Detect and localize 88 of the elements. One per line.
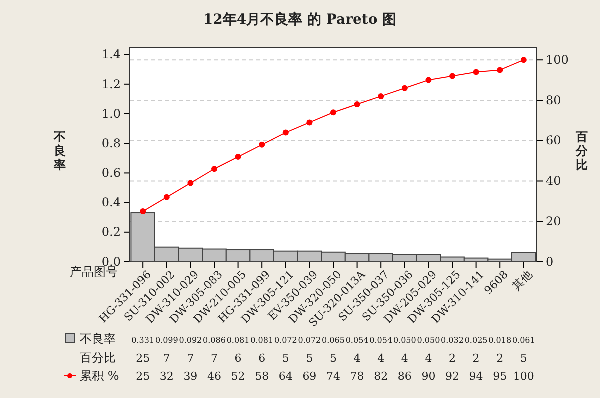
point: [140, 208, 146, 215]
data-label: 0.065: [322, 336, 345, 345]
data-label: 0.331: [132, 336, 155, 345]
data-label: 82: [374, 370, 388, 383]
text: 5: [520, 352, 528, 365]
data-label: 0.061: [512, 336, 536, 345]
y-tick-label: 0.6: [102, 166, 121, 180]
point: [450, 73, 456, 80]
data-label: 32: [160, 370, 174, 383]
data-label: 94: [469, 370, 484, 383]
text: 6: [258, 352, 266, 365]
text: 6: [234, 352, 242, 365]
text: 5: [306, 352, 314, 365]
text: 25: [136, 352, 150, 365]
data-label: 0.018: [488, 336, 512, 345]
text: 5: [282, 352, 290, 365]
data-label: 0.081: [250, 336, 274, 345]
point: [520, 57, 527, 64]
data-label: 0.081: [226, 336, 250, 345]
y2-axis-title: 百分比: [575, 130, 589, 172]
text: 百分比: [80, 351, 116, 365]
point: [188, 180, 194, 186]
x-tick-label: 其他: [510, 268, 535, 294]
data-label: 0.054: [346, 336, 369, 345]
point: [426, 77, 432, 84]
text: 2: [449, 352, 456, 365]
text: 7: [187, 352, 194, 365]
point: [164, 194, 170, 200]
data-label: 64: [278, 370, 293, 383]
text: 2: [472, 352, 480, 365]
data-label: 92: [446, 370, 460, 383]
data-label: 58: [255, 370, 270, 383]
data-label: 0.054: [370, 336, 393, 345]
text: 5: [330, 352, 337, 365]
data-label: 0.025: [464, 336, 488, 345]
point: [497, 67, 504, 74]
text: 4: [425, 352, 432, 365]
legend-label: 不良率: [80, 332, 116, 346]
point: [259, 142, 266, 148]
chart-title: 12年4月不良率 的 Pareto 图: [203, 11, 397, 28]
y-axis-title: 不良率: [53, 130, 66, 172]
data-label: 95: [493, 370, 508, 383]
data-label: 78: [350, 370, 364, 383]
data-label: 0.092: [179, 336, 202, 345]
point: [378, 93, 384, 100]
point: [402, 85, 408, 92]
y2-tick-label: 80: [546, 93, 562, 108]
y-tick-label: 0.2: [102, 225, 121, 240]
data-label: 90: [422, 370, 436, 383]
y2-tick-label: 20: [546, 214, 562, 228]
data-label: 0.086: [203, 336, 226, 345]
y-tick-label: 1.4: [102, 48, 122, 62]
data-label: 0.099: [155, 336, 178, 345]
data-label: 0.050: [417, 336, 440, 345]
y-tick-label: 0.4: [102, 196, 122, 210]
data-label: 74: [326, 370, 340, 383]
text: 7: [163, 352, 170, 365]
y2-tick-label: 40: [546, 174, 562, 188]
point: [330, 110, 336, 116]
point: [354, 102, 360, 108]
legend-label: 累积 %: [80, 369, 120, 383]
text: 7: [210, 352, 218, 365]
text: 2: [496, 352, 504, 365]
data-label: 0.050: [393, 336, 416, 345]
y2-tick-label: 60: [546, 134, 562, 148]
point: [306, 120, 313, 126]
text: 4: [378, 352, 385, 365]
point: [473, 69, 480, 76]
y-tick-label: 0.8: [102, 136, 121, 150]
y-tick-label: 1.2: [102, 77, 121, 92]
y-tick-label: 1.0: [102, 106, 121, 121]
data-label: 25: [136, 370, 150, 383]
data-label: 69: [302, 370, 317, 383]
data-label: 39: [184, 370, 198, 383]
data-label: 52: [231, 370, 246, 383]
point: [282, 130, 289, 136]
data-label: 46: [207, 370, 222, 383]
y2-tick-label: 0: [546, 254, 554, 269]
data-label: 0.072: [298, 336, 322, 345]
data-label: 86: [398, 370, 412, 383]
data-label: 0.072: [274, 336, 298, 345]
data-label: 100: [513, 370, 534, 383]
y2-tick-label: 100: [546, 52, 569, 67]
text: 4: [401, 352, 408, 365]
data-label: 0.032: [441, 336, 464, 345]
text: 4: [354, 352, 361, 365]
point: [211, 166, 218, 172]
point: [235, 154, 242, 160]
